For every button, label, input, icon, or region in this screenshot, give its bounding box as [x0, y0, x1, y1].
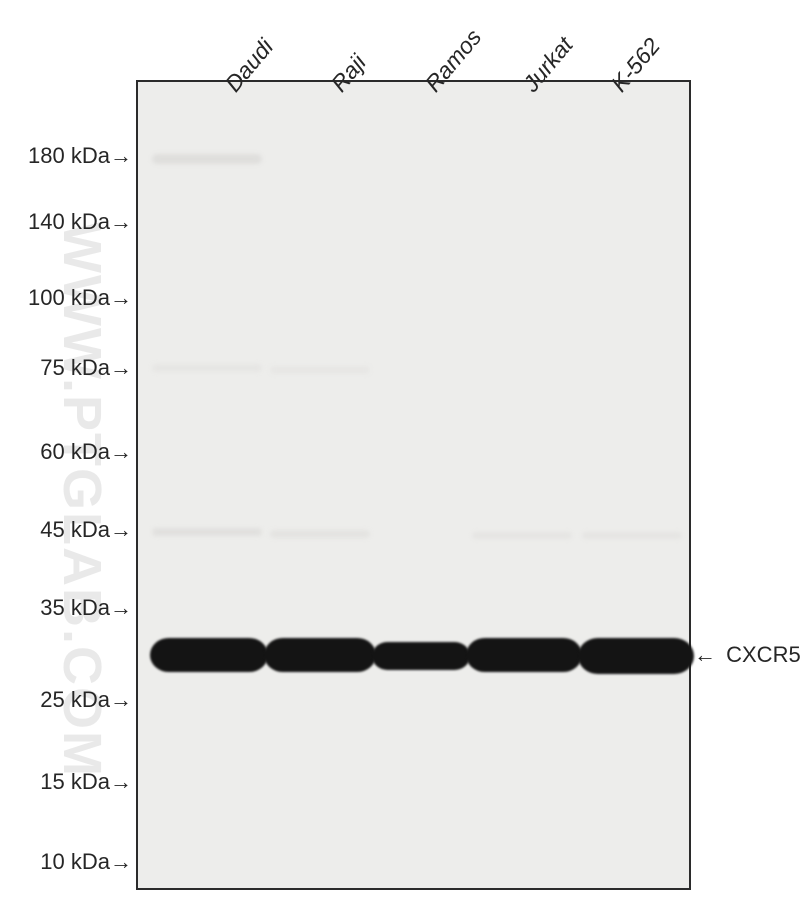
arrow-left-icon: ←: [694, 642, 716, 668]
ladder-text: 15 kDa: [40, 769, 110, 794]
faint-band: [152, 364, 262, 372]
arrow-right-icon: →: [110, 517, 132, 543]
main-band: [578, 638, 694, 674]
faint-band: [582, 532, 682, 539]
faint-band: [270, 530, 370, 538]
figure-root: WWW.PTGLAB.COM 180 kDa→140 kDa→100 kDa→7…: [0, 0, 800, 903]
faint-band: [472, 532, 572, 539]
ladder-label: 75 kDa→: [40, 355, 132, 381]
ladder-label: 140 kDa→: [28, 209, 132, 235]
arrow-right-icon: →: [110, 143, 132, 169]
ladder-label: 60 kDa→: [40, 439, 132, 465]
ladder-text: 25 kDa: [40, 687, 110, 712]
faint-band: [152, 154, 262, 164]
faint-band: [270, 366, 370, 374]
ladder-label: 15 kDa→: [40, 769, 132, 795]
ladder-label: 35 kDa→: [40, 595, 132, 621]
ladder-text: 60 kDa: [40, 439, 110, 464]
ladder-label: 10 kDa→: [40, 849, 132, 875]
blot-membrane: [136, 80, 691, 890]
arrow-right-icon: →: [110, 595, 132, 621]
target-name: CXCR5: [726, 642, 800, 667]
ladder-label: 45 kDa→: [40, 517, 132, 543]
main-band: [150, 638, 268, 672]
main-band: [466, 638, 582, 672]
ladder-label: 180 kDa→: [28, 143, 132, 169]
main-band: [264, 638, 376, 672]
arrow-right-icon: →: [110, 769, 132, 795]
arrow-right-icon: →: [110, 285, 132, 311]
ladder-text: 180 kDa: [28, 143, 110, 168]
main-band: [372, 642, 470, 670]
faint-band: [152, 528, 262, 536]
ladder-text: 75 kDa: [40, 355, 110, 380]
arrow-right-icon: →: [110, 687, 132, 713]
ladder-text: 100 kDa: [28, 285, 110, 310]
ladder-label: 100 kDa→: [28, 285, 132, 311]
arrow-right-icon: →: [110, 209, 132, 235]
ladder-text: 140 kDa: [28, 209, 110, 234]
ladder-text: 35 kDa: [40, 595, 110, 620]
arrow-right-icon: →: [110, 849, 132, 875]
ladder-text: 45 kDa: [40, 517, 110, 542]
arrow-right-icon: →: [110, 355, 132, 381]
target-label: ← CXCR5: [694, 642, 800, 668]
ladder-text: 10 kDa: [40, 849, 110, 874]
arrow-right-icon: →: [110, 439, 132, 465]
ladder-label: 25 kDa→: [40, 687, 132, 713]
